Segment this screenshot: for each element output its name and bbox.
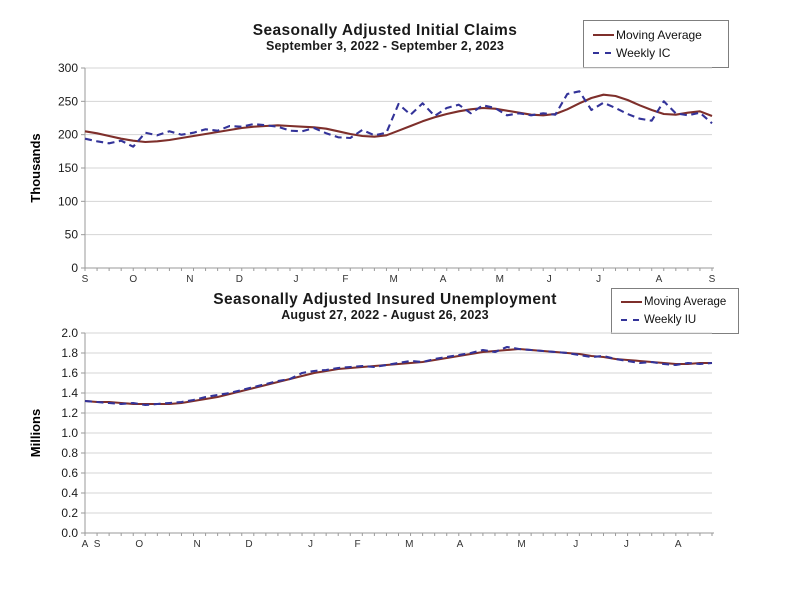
y-tick-label: 0.6	[61, 466, 78, 480]
x-month-label: J	[294, 274, 299, 285]
x-month-label: N	[194, 539, 201, 550]
x-month-label: D	[236, 274, 243, 285]
x-month-label: M	[517, 539, 525, 550]
insured-unemployment-chart: 0.00.20.40.60.81.01.21.41.61.82.0A S O N D J F…	[28, 326, 714, 550]
initial-claims-chart: 0 50 100 150 200 250 300 S O N D J F M A M J J A S Thousands	[28, 61, 716, 285]
legend-entry-moving-average: Moving Average	[593, 28, 728, 42]
x-month-label: J	[624, 539, 629, 550]
insured-unemployment-legend: Moving Average Weekly IU	[611, 288, 739, 334]
x-month-label: A	[656, 274, 663, 285]
x-month-label: O	[129, 274, 137, 285]
weekly-ic-line	[84, 90, 713, 148]
legend-entry-weekly-iu: Weekly IU	[621, 314, 738, 326]
y-tick-label: 100	[58, 194, 78, 208]
x-month-label: A	[440, 274, 447, 285]
y-tick-label: 200	[58, 128, 78, 142]
x-month-label: M	[496, 274, 504, 285]
y-tick-label: 250	[58, 94, 78, 108]
legend-label: Weekly IU	[644, 313, 697, 326]
legend-entry-moving-average: Moving Average	[621, 296, 738, 308]
x-month-label: J	[547, 274, 552, 285]
moving-average-line-sample-icon	[593, 33, 614, 36]
y-tick-label: 50	[65, 228, 79, 242]
insured-unemployment-title: Seasonally Adjusted Insured Unemployment	[213, 291, 557, 308]
y-tick-label: 1.8	[61, 346, 78, 360]
legend-label: Moving Average	[616, 27, 702, 42]
y-tick-label: 1.6	[61, 366, 78, 380]
x-month-label: A	[675, 539, 682, 550]
x-month-label: M	[390, 274, 398, 285]
moving-average-line-sample-icon	[621, 301, 642, 304]
y-tick-label: 300	[58, 61, 78, 75]
y-axis-title: Millions	[28, 409, 43, 457]
weekly-iu-line	[84, 345, 713, 407]
x-month-label: F	[342, 274, 348, 285]
x-month-label: D	[245, 539, 252, 550]
x-month-label: M	[405, 539, 413, 550]
legend-entry-weekly-ic: Weekly IC	[593, 46, 728, 60]
x-month-label: J	[573, 539, 578, 550]
y-tick-label: 1.2	[61, 406, 78, 420]
y-tick-label: 0.4	[61, 486, 78, 500]
x-month-label: A	[82, 539, 89, 550]
weekly-iu-line-sample-icon	[621, 318, 639, 321]
x-month-label: A	[457, 539, 464, 550]
y-tick-label: 150	[58, 161, 78, 175]
legend-label: Weekly IC	[616, 46, 671, 61]
y-tick-label: 0	[71, 261, 78, 275]
y-tick-label: 0.8	[61, 446, 78, 460]
x-month-label: J	[308, 539, 313, 550]
y-tick-label: 0.2	[61, 506, 78, 520]
x-month-label: J	[596, 274, 601, 285]
y-tick-label: 1.4	[61, 386, 78, 400]
initial-claims-title: Seasonally Adjusted Initial Claims	[252, 22, 518, 39]
x-month-label: O	[135, 539, 143, 550]
y-tick-label: 0.0	[61, 526, 78, 540]
initial-claims-subtitle: September 3, 2022 - September 2, 2023	[265, 39, 505, 53]
y-axis-title: Thousands	[28, 133, 43, 202]
y-tick-label: 1.0	[61, 426, 78, 440]
legend-label: Moving Average	[644, 296, 727, 309]
weekly-ic-line-sample-icon	[593, 52, 611, 55]
moving-average-line	[84, 347, 712, 406]
insured-unemployment-subtitle: August 27, 2022 - August 26, 2023	[281, 308, 489, 322]
moving-average-line	[84, 93, 713, 144]
x-month-label: S	[709, 274, 716, 285]
x-month-label: S	[82, 274, 89, 285]
x-month-label: N	[186, 274, 193, 285]
initial-claims-legend: Moving Average Weekly IC	[583, 20, 729, 68]
x-month-label: F	[354, 539, 360, 550]
x-month-label: S	[94, 539, 101, 550]
y-tick-label: 2.0	[61, 326, 78, 340]
